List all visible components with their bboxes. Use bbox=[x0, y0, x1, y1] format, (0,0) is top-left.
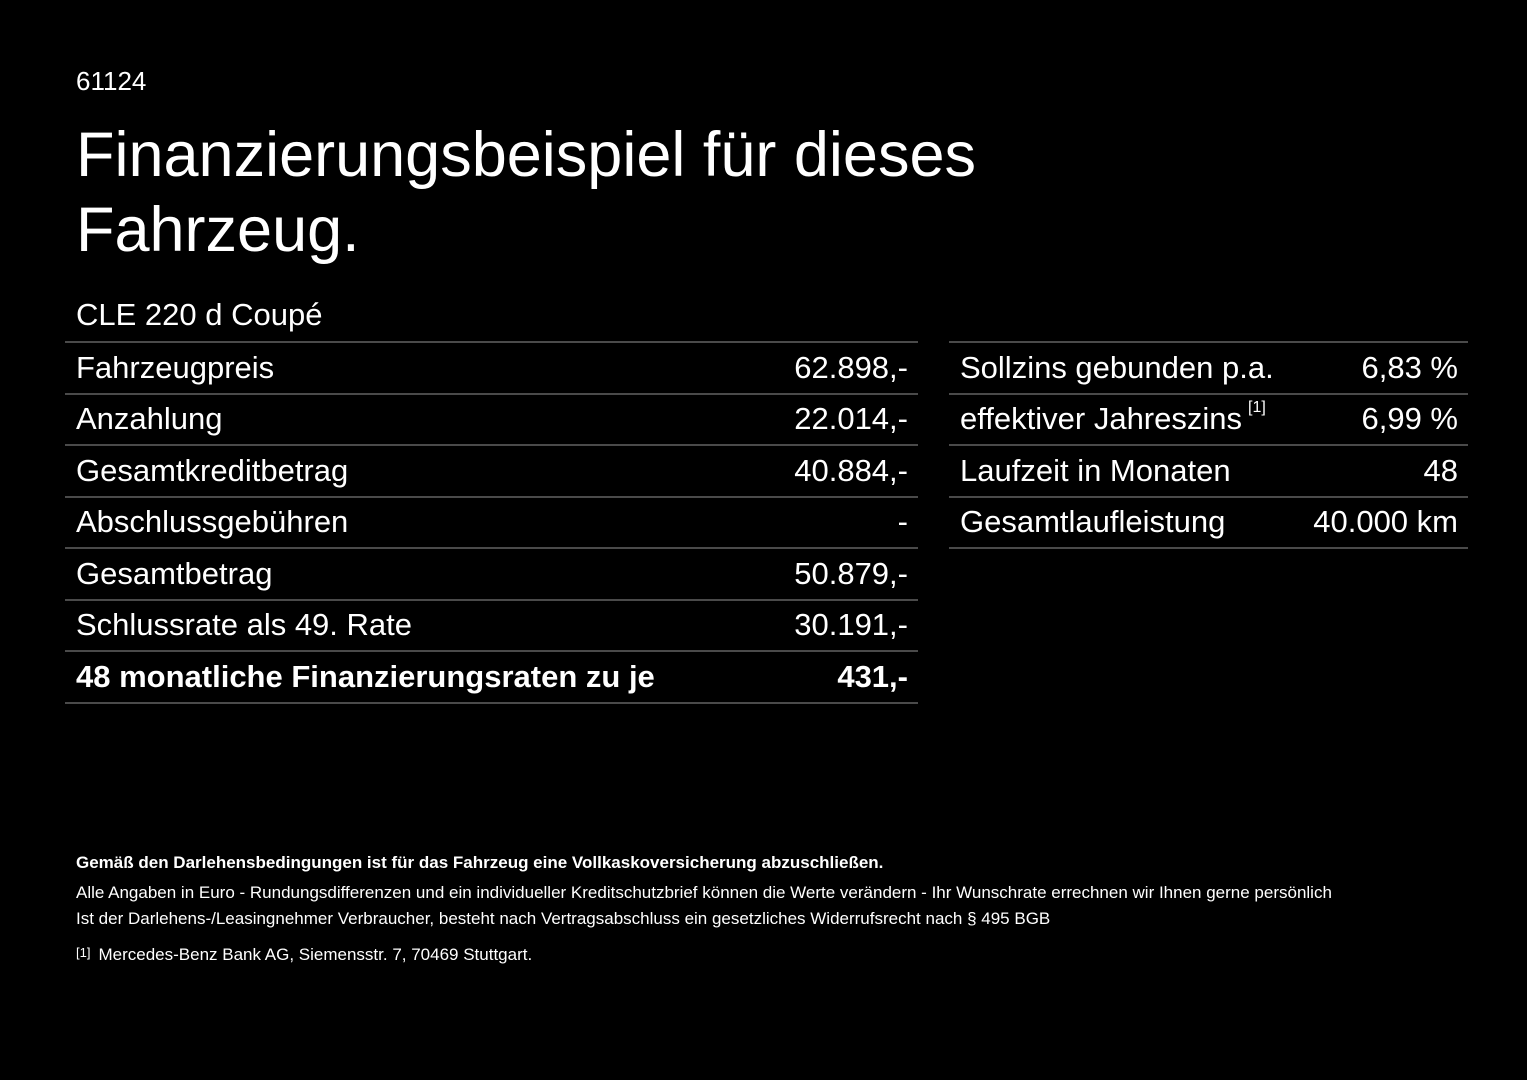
row-label: Anzahlung bbox=[76, 401, 223, 437]
row-label: Laufzeit in Monaten bbox=[960, 452, 1231, 488]
row-value: 40.000 km bbox=[1313, 504, 1458, 540]
table-row: Gesamtlaufleistung 40.000 km bbox=[949, 498, 1468, 549]
row-value: 22.014,- bbox=[794, 401, 908, 437]
row-value: 30.191,- bbox=[794, 607, 908, 643]
table-row: Anzahlung 22.014,- bbox=[65, 395, 918, 446]
row-label: Fahrzeugpreis bbox=[76, 349, 275, 385]
disclaimer-line: Alle Angaben in Euro - Rundungsdifferenz… bbox=[76, 883, 1332, 902]
table-row: Gesamtbetrag 50.879,- bbox=[65, 549, 918, 601]
monthly-rate-row: 48 monatliche Finanzierungsraten zu je 43… bbox=[65, 652, 918, 704]
table-row: effektiver Jahreszins [1] 6,99 % bbox=[949, 395, 1468, 446]
footnote-ref: [1] bbox=[1248, 399, 1266, 417]
row-value: 6,99 % bbox=[1361, 401, 1458, 437]
row-label: Abschlussgebühren bbox=[76, 504, 349, 540]
table-row: Schlussrate als 49. Rate 30.191,- bbox=[65, 601, 918, 652]
insurance-note: Gemäß den Darlehensbedingungen ist für d… bbox=[76, 853, 884, 872]
model-name: CLE 220 d Coupé bbox=[76, 297, 323, 332]
row-label: Sollzins gebunden p.a. bbox=[960, 349, 1274, 385]
row-value: 50.879,- bbox=[794, 555, 908, 591]
row-label: effektiver Jahreszins bbox=[960, 401, 1242, 437]
financing-table: Fahrzeugpreis 62.898,- Anzahlung 22.014,- … bbox=[65, 341, 918, 704]
footnote-mark: [1] bbox=[76, 945, 91, 960]
table-row: Fahrzeugpreis 62.898,- bbox=[65, 343, 918, 395]
footnote-text: Mercedes-Benz Bank AG, Siemensstr. 7, 70… bbox=[98, 945, 533, 964]
table-row: Abschlussgebühren - bbox=[65, 498, 918, 549]
row-label: Gesamtkreditbetrag bbox=[76, 452, 349, 488]
footnote: [1] Mercedes-Benz Bank AG, Siemensstr. 7,… bbox=[76, 945, 532, 965]
terms-table: Sollzins gebunden p.a. 6,83 % effektiver … bbox=[949, 341, 1468, 549]
page-title: Finanzierungsbeispiel für dieses Fahrzeu… bbox=[76, 120, 976, 265]
table-row: Laufzeit in Monaten 48 bbox=[949, 446, 1468, 498]
row-value: 40.884,- bbox=[794, 452, 908, 488]
row-value: 62.898,- bbox=[794, 349, 908, 385]
row-value: - bbox=[897, 504, 908, 540]
table-row: Sollzins gebunden p.a. 6,83 % bbox=[949, 343, 1468, 395]
row-value: 48 bbox=[1423, 452, 1458, 488]
row-label: 48 monatliche Finanzierungsraten zu je bbox=[76, 658, 655, 694]
row-label: Schlussrate als 49. Rate bbox=[76, 607, 413, 643]
row-value: 431,- bbox=[837, 658, 908, 694]
table-row: Gesamtkreditbetrag 40.884,- bbox=[65, 446, 918, 498]
disclaimer-line: Ist der Darlehens-/Leasingnehmer Verbrau… bbox=[76, 909, 1051, 928]
row-value: 6,83 % bbox=[1361, 349, 1458, 385]
row-label: Gesamtbetrag bbox=[76, 555, 273, 591]
offer-code: 61124 bbox=[76, 66, 147, 96]
row-label: Gesamtlaufleistung bbox=[960, 504, 1226, 540]
